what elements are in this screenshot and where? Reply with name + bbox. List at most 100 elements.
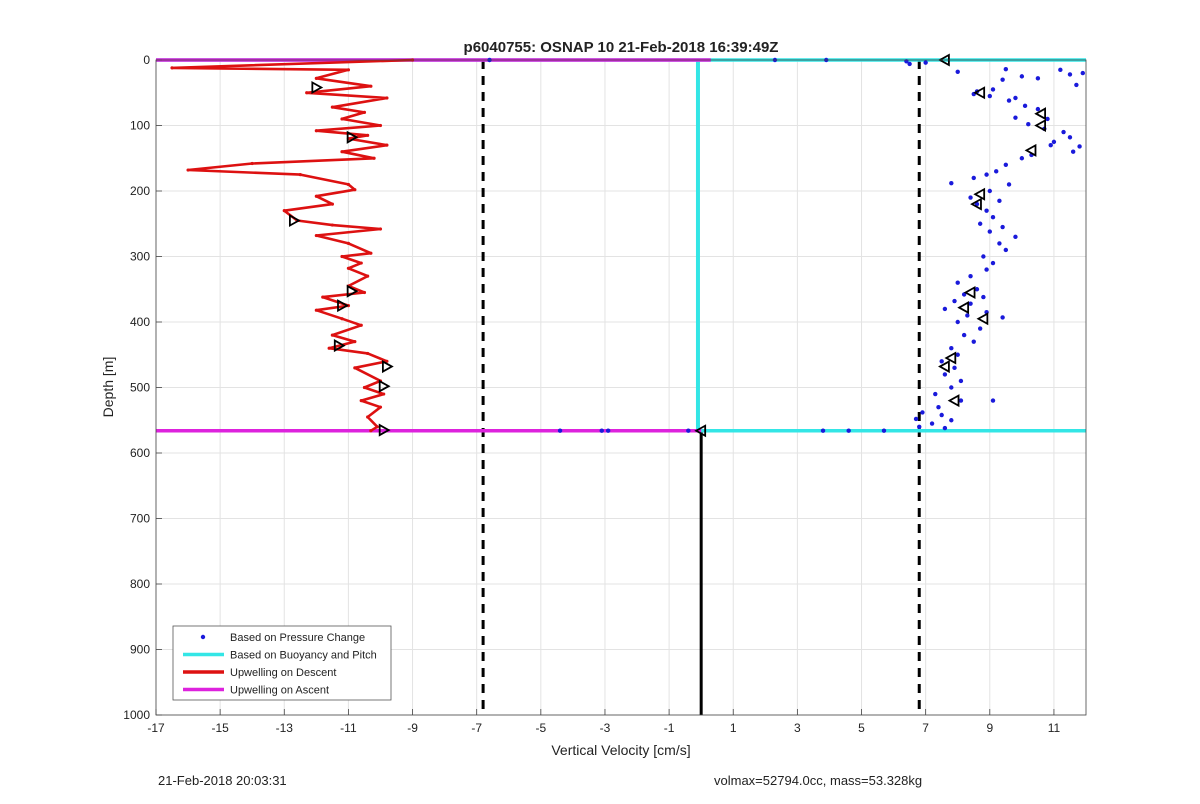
pressure-point [949, 180, 954, 186]
legend-entry: Upwelling on Ascent [230, 685, 329, 697]
descent-point [362, 290, 367, 295]
pressure-point [971, 339, 976, 344]
y-tick-label: 200 [130, 184, 150, 198]
x-tick-label: -1 [664, 721, 675, 735]
descent-point [366, 415, 370, 419]
pressure-point [939, 412, 944, 418]
pressure-point [997, 198, 1002, 204]
y-tick-label: 800 [130, 577, 150, 591]
y-axis-label: Depth [m] [100, 357, 116, 418]
pressure-point [1006, 98, 1012, 103]
pressure-point [1003, 247, 1009, 253]
descent-point [362, 110, 367, 114]
pressure-point [1074, 82, 1079, 88]
y-tick-label: 300 [130, 250, 150, 264]
pressure-point [913, 416, 919, 422]
ascent-triangle-marker [1034, 118, 1047, 133]
y-tick-label: 100 [130, 119, 150, 133]
x-tick-label: 11 [1048, 721, 1061, 735]
legend-entry: Upwelling on Descent [230, 667, 336, 679]
axis-ticks: -17 -15 -13 -11 -9 -7 -5 -3 -1 1 3 5 7 9 1101002003004… [123, 53, 1060, 735]
descent-triangle-marker [378, 379, 391, 393]
pressure-point [990, 398, 996, 403]
descent-point [385, 359, 389, 363]
descent-point [375, 425, 379, 429]
pressure-point [1077, 144, 1082, 149]
pressure-point [977, 326, 983, 331]
descent-point [369, 251, 373, 255]
descent-triangle-marker [346, 130, 359, 144]
descent-triangle-marker [333, 339, 346, 353]
pressure-point [990, 215, 996, 220]
pressure-point [952, 298, 957, 304]
descent-point [314, 129, 318, 133]
descent-point [366, 351, 370, 356]
pressure-point [907, 61, 912, 67]
pressure-point [984, 267, 989, 272]
x-tick-label: -7 [471, 721, 482, 735]
x-tick-label: 9 [986, 721, 993, 735]
descent-point [170, 66, 174, 70]
descent-point [327, 346, 331, 350]
ascent-triangle-marker [694, 424, 707, 438]
pressure-point [987, 188, 992, 194]
pressure-point [933, 391, 938, 397]
descent-point [366, 133, 370, 137]
pressure-point [1006, 182, 1012, 187]
pressure-point [1013, 95, 1018, 101]
ascent-triangle-marker [976, 312, 989, 326]
descent-point [340, 254, 344, 259]
ascent-triangle-marker [973, 187, 986, 201]
pressure-point [1013, 115, 1018, 120]
descent-point [346, 266, 351, 270]
descent-point [346, 182, 351, 187]
pressure-point [971, 175, 976, 181]
x-tick-label: 1 [730, 721, 737, 735]
descent-point [346, 241, 351, 245]
descent-point [314, 194, 318, 198]
pressure-point [961, 292, 967, 297]
pressure-point [965, 313, 970, 318]
pressure-point [949, 385, 954, 390]
pressure-point [1000, 77, 1005, 82]
x-tick-label: 7 [922, 721, 929, 735]
descent-point [353, 340, 357, 344]
descent-point [378, 227, 383, 231]
descent-point [366, 274, 370, 278]
descent-point [369, 84, 373, 88]
x-tick-label: -13 [276, 721, 294, 735]
pressure-point [949, 418, 954, 423]
pressure-point [990, 260, 996, 266]
pressure-point [942, 306, 948, 312]
x-tick-label: -15 [211, 721, 229, 735]
y-tick-label: 1000 [123, 708, 150, 722]
descent-point [369, 429, 373, 433]
pressure-point [881, 428, 887, 433]
pressure-point [1070, 149, 1076, 154]
pressure-point [936, 404, 941, 410]
descent-triangle-marker [381, 360, 394, 374]
pressure-point [1061, 129, 1066, 135]
pressure-point [939, 359, 944, 364]
y-tick-label: 900 [130, 643, 150, 657]
pressure-point [1022, 103, 1028, 109]
pressure-point [987, 93, 992, 99]
y-tick-label: 400 [130, 315, 150, 329]
descent-point [353, 366, 357, 370]
pressure-point [955, 352, 960, 357]
pressure-point [942, 425, 948, 431]
descent-point [314, 233, 318, 238]
descent-triangle-marker [346, 284, 359, 298]
pressure-point [1080, 70, 1085, 76]
descent-point [359, 261, 363, 265]
descent-point [314, 308, 318, 312]
descent-point [340, 317, 344, 321]
ascent-triangle-marker [944, 351, 957, 365]
descent-triangle-marker [311, 80, 324, 95]
descent-point [372, 156, 376, 160]
x-tick-label: -17 [147, 721, 165, 735]
pressure-point [1003, 66, 1009, 72]
pressure-point [1026, 121, 1031, 127]
pressure-point [1051, 139, 1057, 145]
